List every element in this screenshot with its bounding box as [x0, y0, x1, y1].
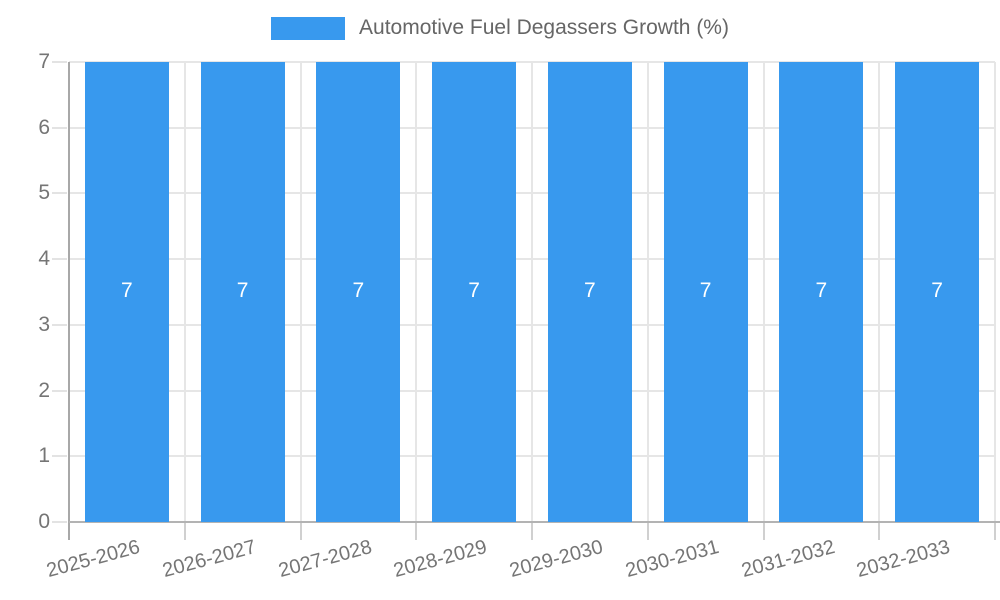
x-axis-category-label: 2028-2029	[391, 536, 490, 583]
bar-value-label: 7	[815, 279, 828, 302]
y-axis-tick-label: 7	[38, 50, 50, 73]
bar	[316, 62, 401, 522]
bar	[663, 62, 748, 522]
x-axis-category-label: 2031-2032	[738, 536, 838, 583]
y-axis-tick-label: 0	[38, 510, 50, 533]
vertical-gridline	[531, 62, 533, 522]
bar-value-label: 7	[584, 279, 596, 302]
y-axis-tick-label: 1	[38, 444, 50, 468]
vertical-gridline	[415, 62, 418, 522]
x-axis-tick-mark	[183, 522, 186, 540]
x-axis-category-label: 2025-2026	[44, 536, 143, 583]
bar	[432, 62, 517, 522]
vertical-gridline	[878, 62, 881, 522]
legend-swatch	[271, 16, 346, 40]
vertical-gridline	[994, 62, 996, 522]
y-axis-tick-mark	[52, 521, 67, 523]
bar-value-label: 7	[931, 279, 943, 302]
y-axis-tick-mark	[52, 126, 67, 129]
x-axis-tick-mark	[762, 522, 765, 540]
y-axis-tick-label: 5	[38, 181, 50, 205]
x-axis-tick-mark	[646, 522, 649, 540]
x-axis-tick-mark	[299, 522, 302, 540]
x-axis-tick-mark	[994, 522, 996, 540]
bar	[84, 62, 169, 522]
x-axis-line	[69, 521, 1000, 523]
x-axis-tick-mark	[415, 522, 418, 540]
y-axis-tick-mark	[52, 323, 67, 326]
bar	[779, 62, 864, 522]
y-axis-tick-label: 3	[38, 312, 50, 336]
bar	[200, 62, 285, 522]
y-axis-tick-label: 6	[38, 115, 50, 139]
y-axis-tick-mark	[52, 389, 67, 392]
x-axis-category-label: 2026-2027	[160, 536, 259, 583]
vertical-gridline	[183, 62, 186, 522]
vertical-gridline	[762, 62, 765, 522]
bar-value-label: 7	[121, 279, 133, 302]
y-axis-tick-mark	[52, 455, 67, 458]
legend-label: Automotive Fuel Degassers Growth (%)	[359, 16, 729, 39]
y-axis-tick-mark	[52, 192, 67, 195]
bar-value-label: 7	[468, 279, 480, 302]
bar	[547, 62, 632, 522]
x-axis-tick-mark	[878, 522, 881, 540]
y-axis-tick-mark	[52, 258, 67, 261]
vertical-gridline	[646, 62, 649, 522]
bar-value-label: 7	[352, 279, 365, 302]
y-axis-line	[68, 62, 70, 540]
legend: Automotive Fuel Degassers Growth (%)	[0, 16, 1000, 40]
x-axis-category-label: 2030-2031	[623, 536, 722, 583]
x-axis-category-label: 2027-2028	[275, 536, 375, 583]
x-axis-category-label: 2029-2030	[507, 536, 606, 583]
y-axis-tick-label: 4	[38, 247, 50, 271]
y-axis-tick-label: 2	[38, 378, 50, 402]
vertical-gridline	[299, 62, 302, 522]
bar	[895, 62, 980, 522]
bar-value-label: 7	[699, 279, 712, 302]
x-axis-category-label: 2032-2033	[854, 536, 953, 583]
y-axis-tick-mark	[52, 61, 67, 63]
x-axis-tick-mark	[531, 522, 533, 540]
bar-value-label: 7	[236, 279, 249, 302]
